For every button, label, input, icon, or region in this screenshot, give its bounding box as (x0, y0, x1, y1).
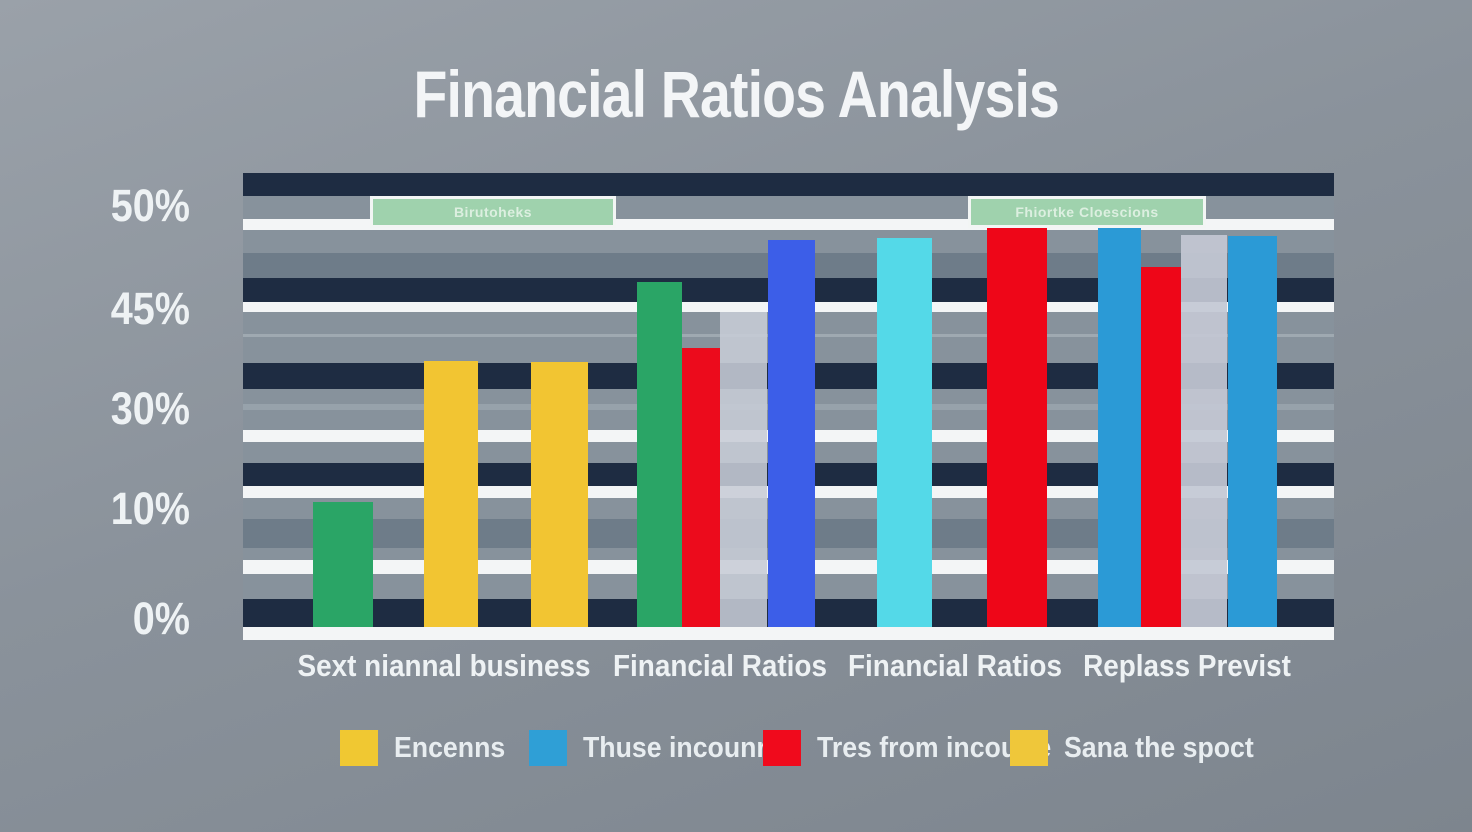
legend-label-1: Thuse incounrt (583, 731, 776, 764)
legend-swatch-icon (1010, 730, 1048, 766)
legend-item-0: Encenns (340, 729, 515, 767)
legend-label-0: Encenns (394, 731, 506, 764)
bar-6-48pct (768, 240, 815, 627)
legend-label-3: Sana the spoct (1064, 731, 1254, 764)
annotation-box-0: Birutoheks (370, 196, 616, 228)
y-tick-label-2: 30% (110, 383, 190, 434)
bar-2-37pct (531, 362, 588, 627)
bar-0-11pct (313, 502, 373, 627)
y-tick-label-1: 45% (110, 283, 190, 334)
legend-swatch-icon (529, 730, 567, 766)
annotation-box-1: Fhiortke Cloescions (968, 196, 1206, 228)
bar-3-46pct (637, 282, 682, 627)
bar-5-44pct (720, 312, 767, 627)
x-axis-label-2: Financial Ratios (848, 648, 1062, 683)
bar-12-48pct (1228, 236, 1277, 627)
y-tick-label-0: 50% (110, 180, 190, 231)
bar-8-49pct (987, 226, 1047, 627)
chart-title: Financial Ratios Analysis (0, 56, 1472, 132)
x-axis-label-1: Financial Ratios (613, 648, 827, 683)
bar-11-48pct (1181, 235, 1227, 627)
chart-title-text: Financial Ratios Analysis (413, 57, 1059, 131)
legend-swatch-icon (340, 730, 378, 766)
bar-4-39pct (682, 348, 720, 627)
legend-item-1: Thuse incounrt (529, 729, 792, 767)
bar-7-48pct (877, 238, 932, 627)
bar-1-37pct (424, 361, 478, 627)
annotation-box-label-1: Fhiortke Cloescions (1015, 204, 1159, 220)
annotation-box-label-0: Birutoheks (453, 204, 533, 220)
legend-item-3: Sana the spoct (1010, 729, 1270, 767)
x-axis-label-3: Replass Previst (1083, 648, 1291, 683)
bar-10-47pct (1141, 267, 1181, 627)
y-tick-label-3: 10% (110, 483, 190, 534)
x-axis-label-0: Sext niannal business (297, 648, 591, 683)
legend-swatch-icon (763, 730, 801, 766)
y-tick-label-4: 0% (132, 593, 190, 644)
bar-9-49pct (1098, 222, 1141, 627)
